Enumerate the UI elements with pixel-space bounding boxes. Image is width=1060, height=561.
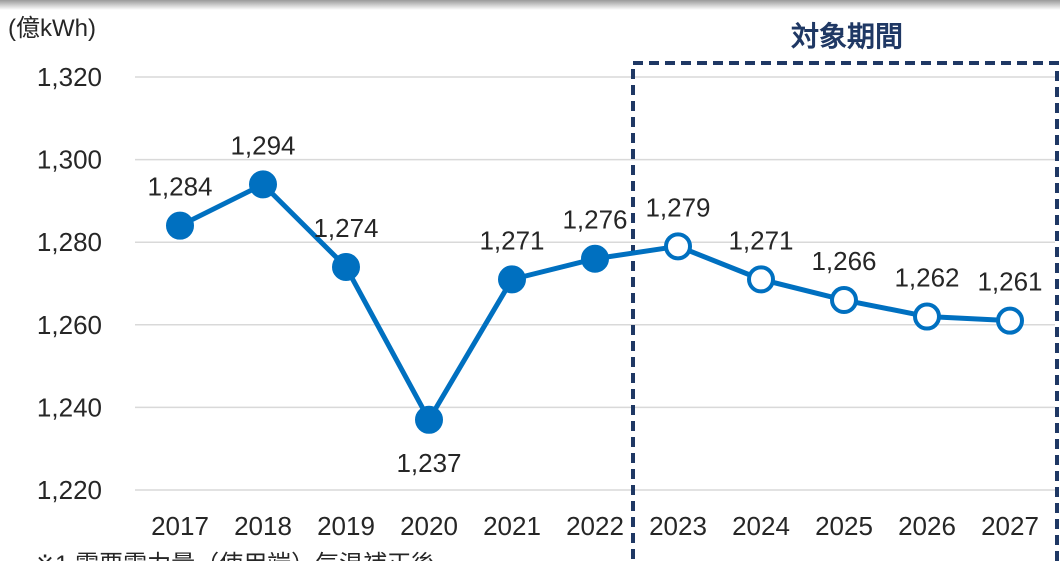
x-tick-label: 2026 xyxy=(898,511,956,541)
y-tick-label: 1,240 xyxy=(37,392,102,422)
data-point xyxy=(249,170,277,199)
y-tick-label: 1,300 xyxy=(37,145,102,175)
x-tick-label: 2018 xyxy=(234,511,292,541)
y-tick-label: 1,260 xyxy=(37,310,102,340)
data-label: 1,279 xyxy=(645,192,710,222)
x-tick-label: 2019 xyxy=(317,511,375,541)
data-point xyxy=(913,302,941,331)
x-tick-label: 2024 xyxy=(732,511,790,541)
highlight-region xyxy=(631,61,1059,561)
data-point xyxy=(166,211,194,240)
x-tick-label: 2023 xyxy=(649,511,707,541)
data-point xyxy=(664,232,692,261)
top-shade xyxy=(0,0,1060,10)
data-label: 1,274 xyxy=(313,213,378,243)
x-tick-label: 2020 xyxy=(400,511,458,541)
y-tick-label: 1,280 xyxy=(37,227,102,257)
data-label: 1,266 xyxy=(811,246,876,276)
x-tick-label: 2017 xyxy=(151,511,209,541)
data-label: 1,284 xyxy=(147,172,212,202)
data-label: 1,271 xyxy=(479,225,544,255)
x-tick-label: 2021 xyxy=(483,511,541,541)
data-point xyxy=(830,286,858,315)
data-point xyxy=(747,265,775,294)
x-tick-label: 2022 xyxy=(566,511,624,541)
data-point xyxy=(332,252,360,281)
data-label: 1,262 xyxy=(894,263,959,293)
data-point xyxy=(415,405,443,434)
y-tick-label: 1,320 xyxy=(37,62,102,92)
data-label: 1,294 xyxy=(230,130,295,160)
x-tick-label: 2027 xyxy=(981,511,1039,541)
y-tick-label: 1,220 xyxy=(37,475,102,505)
data-label: 1,271 xyxy=(728,225,793,255)
y-unit-label: (億kWh) xyxy=(8,15,96,42)
data-label: 1,261 xyxy=(977,267,1042,297)
data-label: 1,237 xyxy=(396,448,461,478)
data-point xyxy=(498,265,526,294)
x-tick-label: 2025 xyxy=(815,511,873,541)
highlight-label: 対象期間 xyxy=(791,20,903,52)
data-point xyxy=(581,244,609,273)
data-label: 1,276 xyxy=(562,205,627,235)
data-point xyxy=(996,306,1024,335)
footnote: ※1 需要電力量（使用端）気温補正後 xyxy=(35,551,435,561)
